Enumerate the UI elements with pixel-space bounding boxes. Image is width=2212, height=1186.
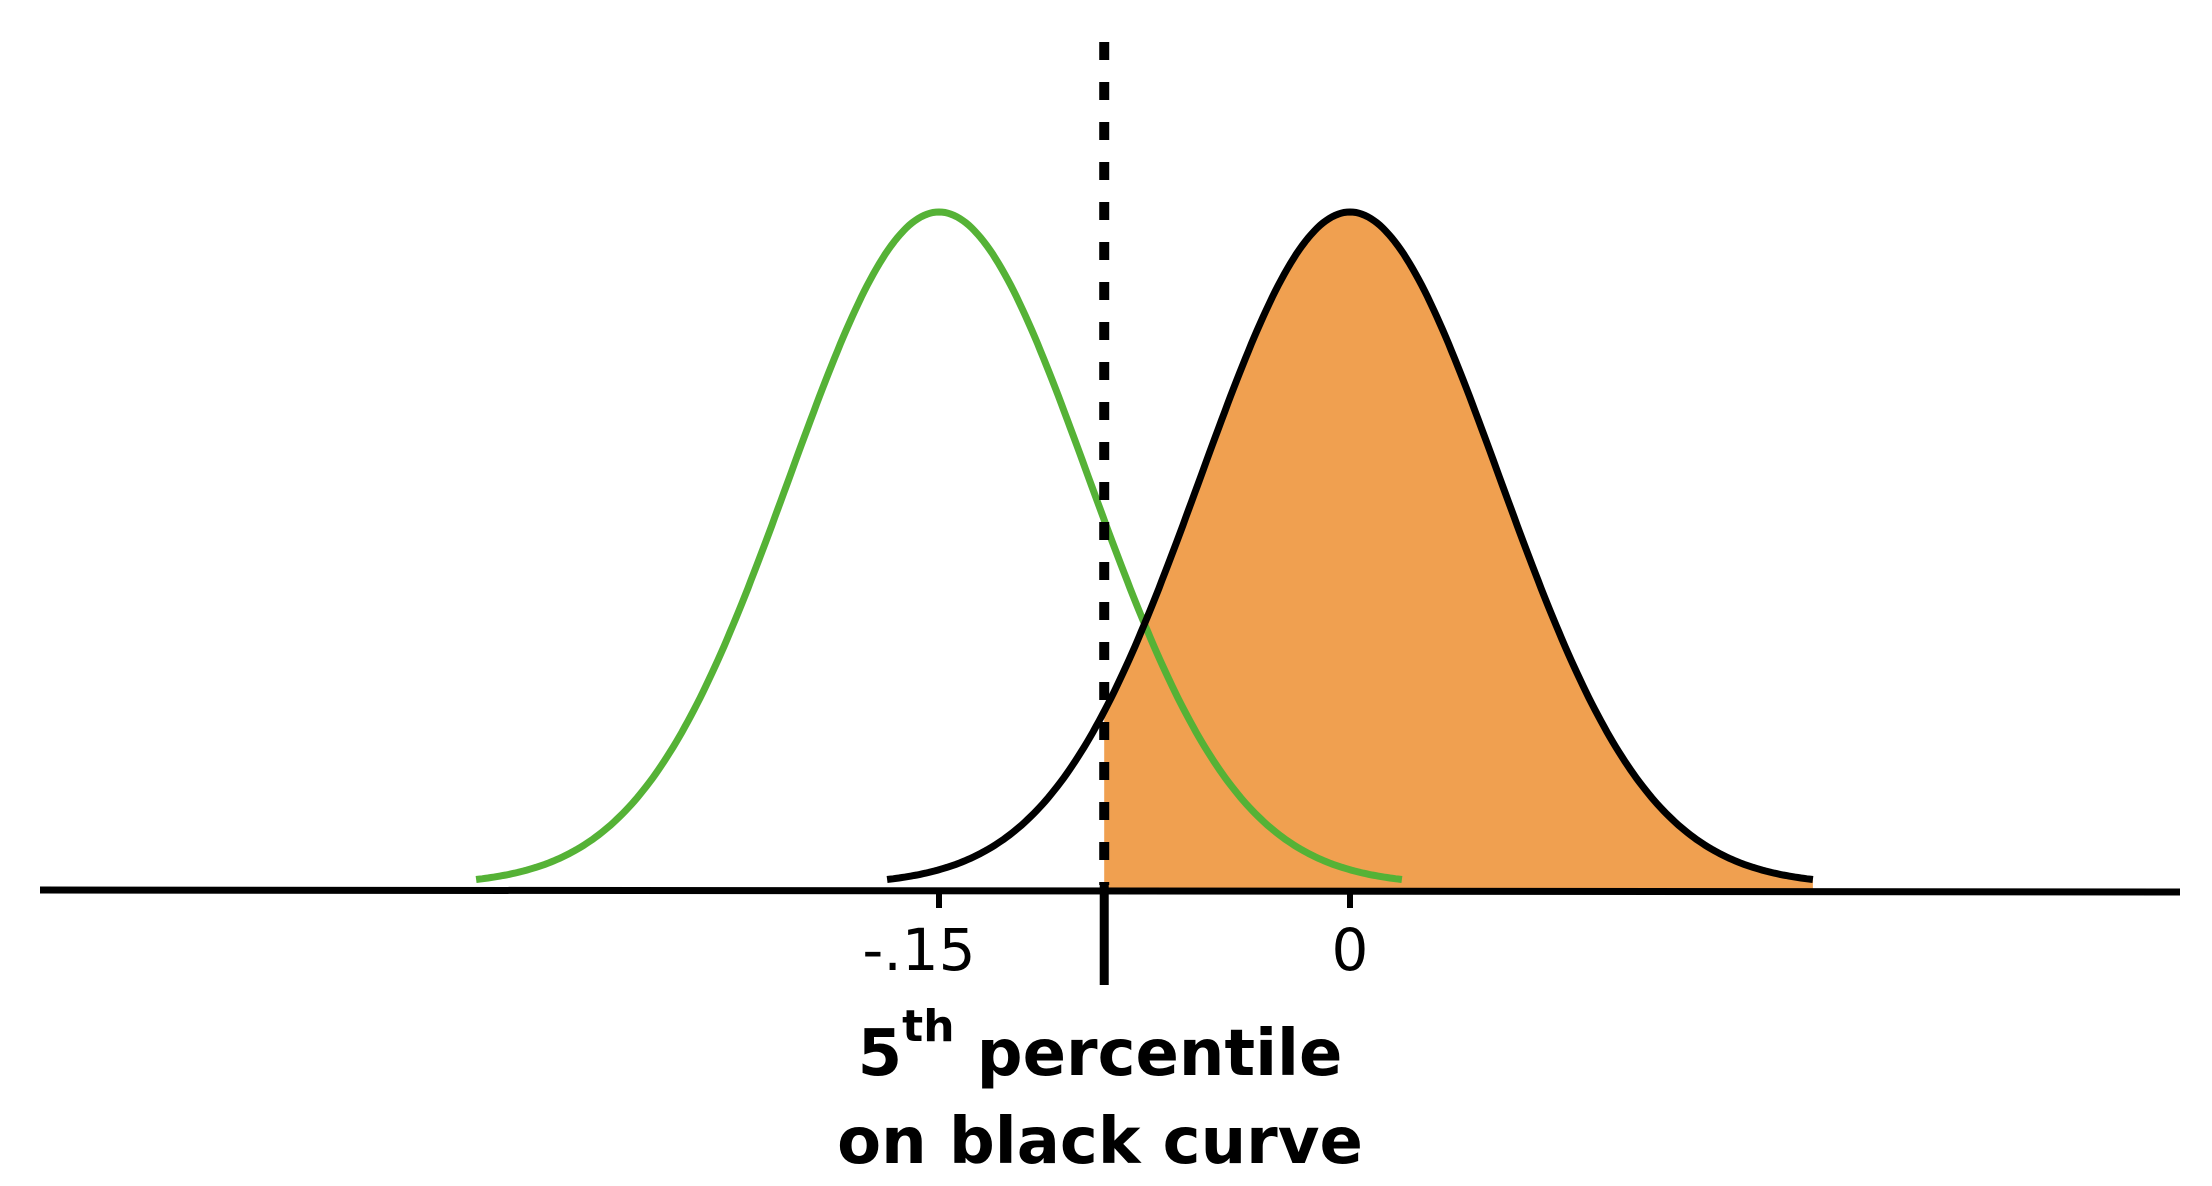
tick-label-zero: 0: [1332, 916, 1369, 984]
tick-label-minus-015: -.15: [862, 916, 975, 984]
caption-percentile-word: percentile: [976, 1017, 1343, 1091]
x-axis-line: [39, 886, 2181, 896]
green-distribution-curve: [475, 208, 1403, 883]
black-distribution-curve: [886, 208, 1814, 883]
caption-line-1: 5th percentile: [700, 1005, 1500, 1098]
percentile-caption: 5th percentile on black curve: [700, 1005, 1500, 1186]
shaded-area-right-of-5th-percentile: [1104, 212, 1813, 889]
caption-ordinal-suffix: th: [902, 1001, 955, 1052]
caption-line-2: on black curve: [837, 1105, 1363, 1179]
caption-ordinal-number: 5: [857, 1017, 903, 1091]
